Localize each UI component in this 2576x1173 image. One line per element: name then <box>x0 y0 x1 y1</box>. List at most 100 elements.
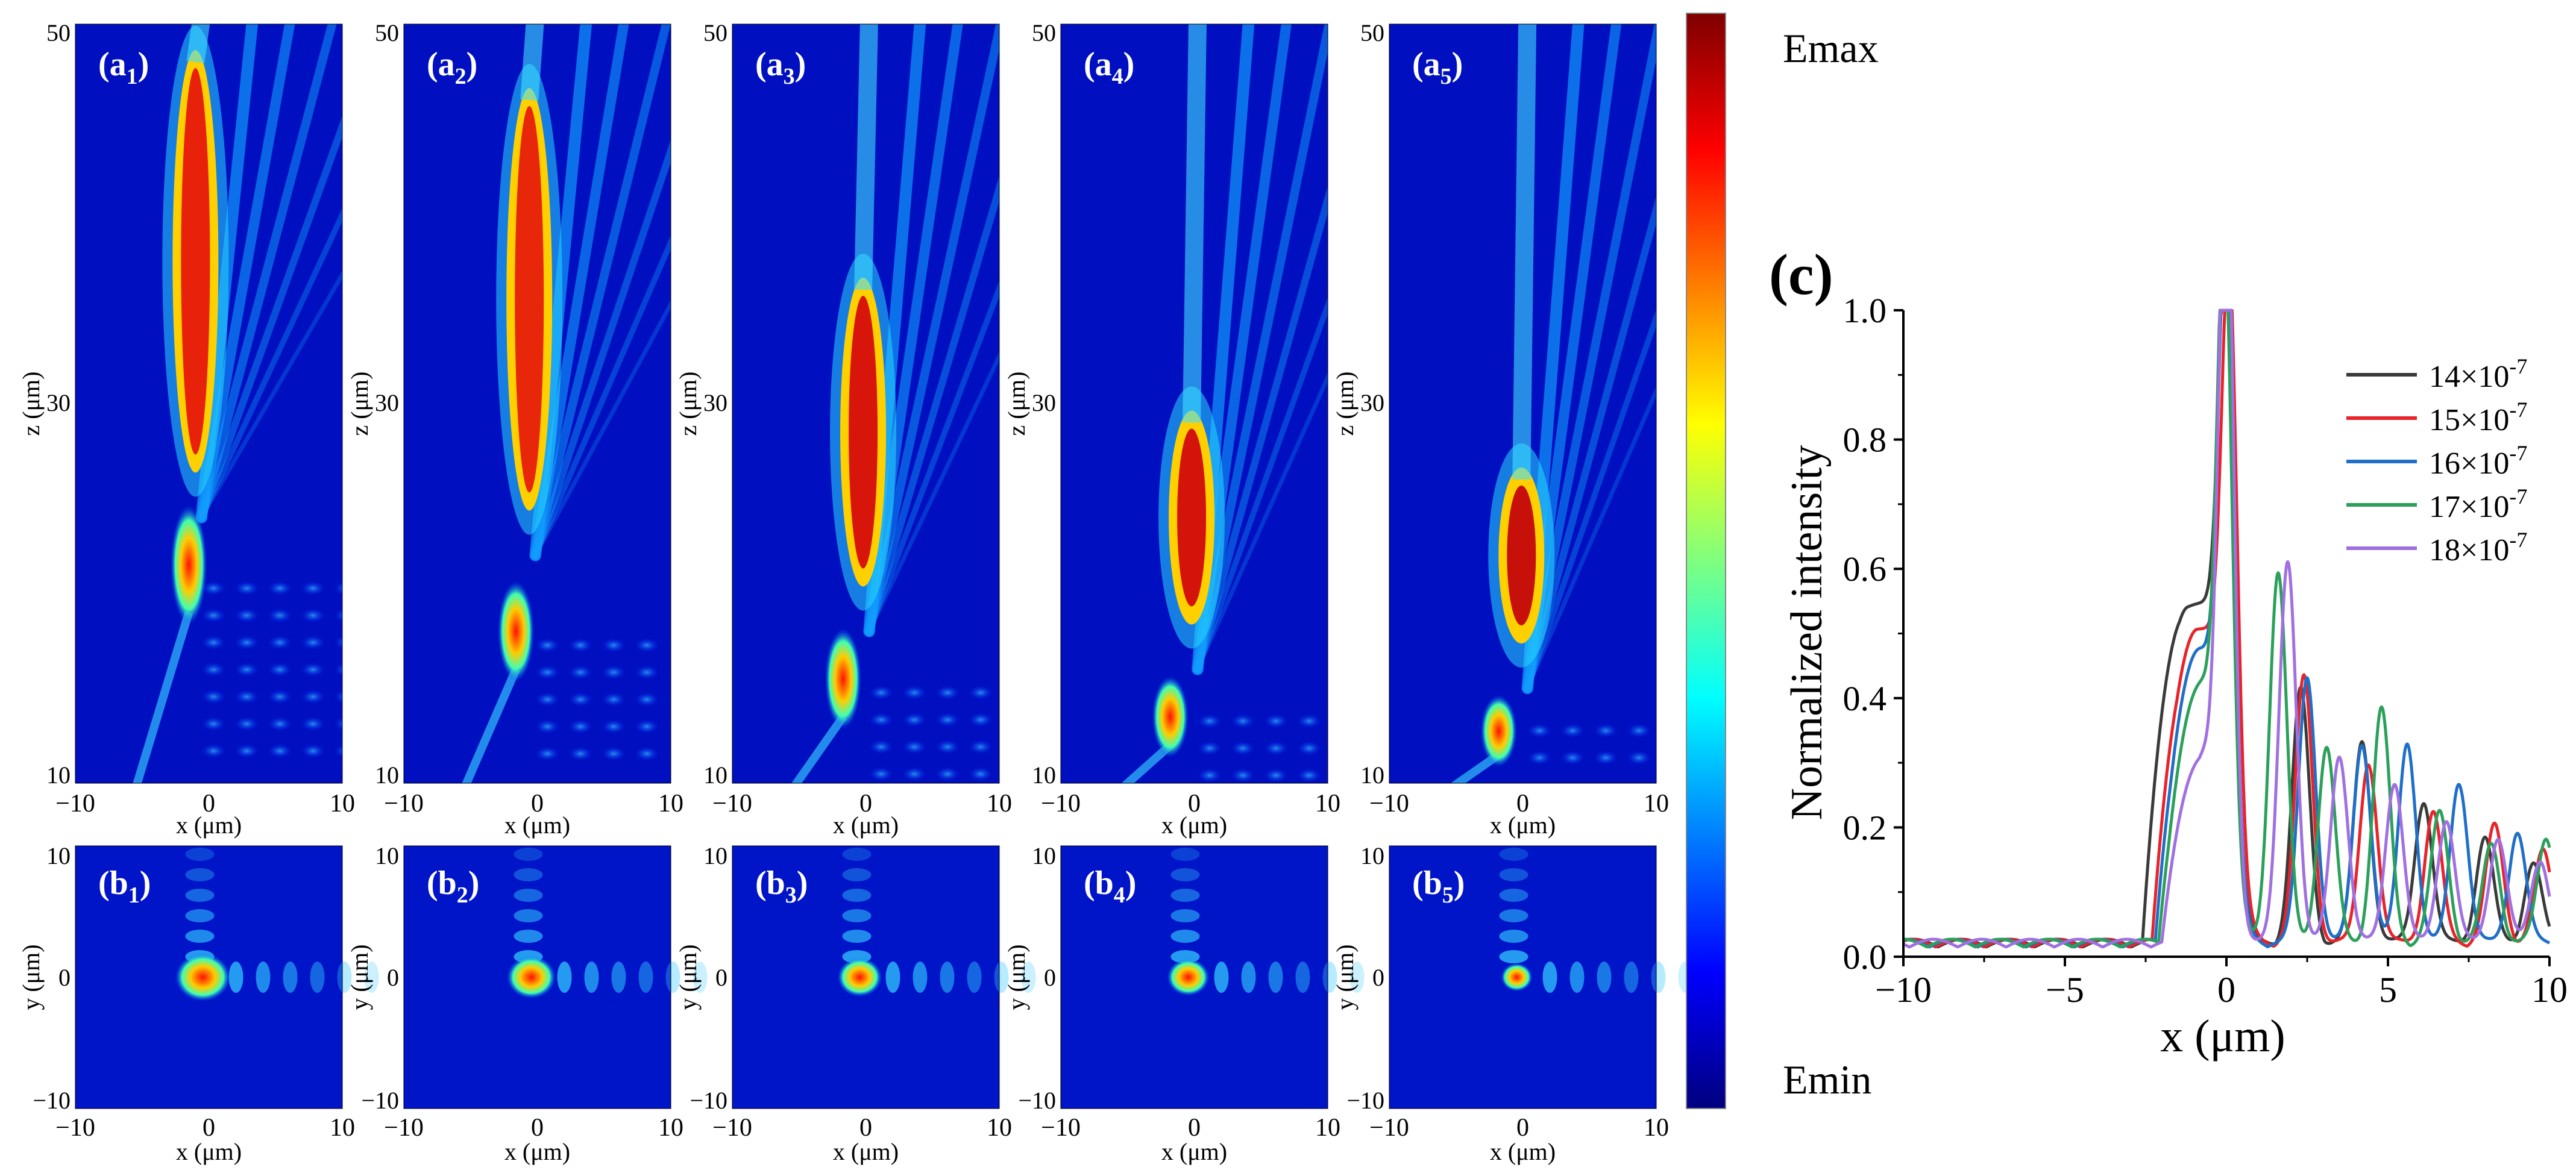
interference-spot <box>668 640 671 650</box>
y-axis-label: y (μm) <box>1331 944 1359 1010</box>
interference-spot <box>1660 724 1684 738</box>
y-tick-label: 0 <box>387 964 399 991</box>
x-axis-label: x (μm) <box>176 812 242 839</box>
x-tick-label: −10 <box>384 790 424 818</box>
y-tick-label: 0 <box>715 964 727 991</box>
y-tick-label: 0.6 <box>1843 549 1887 589</box>
interference-spot <box>301 716 325 731</box>
interference-spot <box>902 712 927 727</box>
x-tick-label: 10 <box>987 790 1012 818</box>
interference-spot <box>268 608 292 623</box>
panel-a-field <box>462 24 725 783</box>
y-tick-label: 50 <box>1360 19 1384 46</box>
y-axis-label: z (μm) <box>1003 372 1030 436</box>
secondary-focus <box>171 505 207 625</box>
interference-spot <box>1198 714 1222 728</box>
x-axis-label: x (μm) <box>1490 1138 1556 1165</box>
fringe-beam <box>530 24 671 560</box>
interference-spot <box>1002 713 1026 727</box>
x-tick-label: 0 <box>2217 970 2235 1010</box>
interference-spot <box>635 746 659 761</box>
x-axis-label: x (μm) <box>833 1138 899 1165</box>
interference-spot <box>568 746 593 761</box>
horizontal-lobe <box>1542 962 1557 993</box>
colorbar: Emax Emin <box>1686 13 1879 1109</box>
interference-spot <box>902 739 927 754</box>
y-axis-label: y (μm) <box>1003 944 1030 1010</box>
interference-spot <box>935 766 960 781</box>
x-tick-label: −10 <box>1369 790 1409 818</box>
vertical-lobe <box>185 909 215 922</box>
interference-spot <box>367 717 391 731</box>
y-tick-label: 10 <box>46 842 71 869</box>
vertical-lobe <box>1499 930 1528 943</box>
horizontal-lobe <box>584 962 599 993</box>
incident-beam <box>462 668 520 783</box>
y-tick-label: 10 <box>1360 762 1384 789</box>
y-tick-label: 0.2 <box>1843 808 1887 847</box>
interference-spot <box>1560 723 1585 738</box>
horizontal-lobe <box>1597 962 1612 993</box>
interference-spot <box>602 665 626 680</box>
interference-spot <box>568 665 593 680</box>
horizontal-lobe <box>665 962 680 993</box>
interference-spot <box>234 581 259 596</box>
main-focus-core <box>181 68 210 455</box>
interference-spot <box>535 746 560 761</box>
interference-spot <box>268 689 292 704</box>
central-peak <box>1167 959 1210 996</box>
vertical-lobe <box>514 930 543 943</box>
interference-spot <box>234 662 259 677</box>
x-tick-label: 10 <box>1315 790 1340 818</box>
secondary-focus <box>498 581 535 681</box>
vertical-lobe <box>842 848 872 861</box>
x-tick-label: 0 <box>203 1114 215 1142</box>
interference-spot <box>1231 768 1255 783</box>
panel-a-frame <box>1389 23 1657 784</box>
y-axis-label: y (μm) <box>346 944 373 1010</box>
x-tick-label: 0 <box>203 790 215 818</box>
horizontal-lobe <box>283 962 298 993</box>
interference-spot <box>535 719 560 734</box>
interference-spot <box>268 716 292 731</box>
x-tick-label: 10 <box>658 1114 683 1142</box>
panel-b: (b1) 10 0 −10−10 0 10 x (μm) y (μm) <box>17 842 379 1165</box>
horizontal-lobe <box>364 962 379 993</box>
colorbar-gradient <box>1686 13 1726 1109</box>
interference-spot <box>701 746 725 761</box>
fringe-beam <box>532 235 671 558</box>
y-tick-label: 0.4 <box>1843 679 1887 718</box>
interference-spot <box>301 608 325 623</box>
y-tick-label: 30 <box>1360 389 1384 416</box>
interference-spot <box>635 638 659 652</box>
focus-tail <box>1183 24 1207 423</box>
panel-a-frame <box>732 23 1000 784</box>
vertical-lobe <box>842 930 872 943</box>
x-tick-label: −10 <box>1041 1114 1081 1142</box>
interference-spot <box>301 662 325 677</box>
y-tick-label: 30 <box>1032 389 1056 416</box>
interference-spot <box>1330 741 1354 755</box>
interference-spot <box>935 739 960 754</box>
panel-b: (b5) 10 0 −10−10 0 10 x (μm) y (μm) <box>1331 842 1693 1165</box>
panel-b-frame <box>75 845 343 1109</box>
interference-spot <box>1231 741 1255 755</box>
x-tick-label: 0 <box>1516 790 1529 818</box>
interference-spot <box>668 695 671 704</box>
interference-spot <box>1627 750 1651 765</box>
interference-spot <box>301 581 325 596</box>
interference-spot <box>1264 714 1289 728</box>
vertical-lobe <box>514 868 543 881</box>
x-tick-label: 0 <box>531 790 544 818</box>
line-chart: (c) Normalized intensity x (μm) −10 −5 0 5 1… <box>1769 242 2568 1062</box>
y-tick-label: 50 <box>1032 19 1056 46</box>
central-peak <box>506 956 556 999</box>
interference-spot <box>1594 723 1618 738</box>
panel-b-label: (b4) <box>1084 865 1136 908</box>
central-peak <box>175 953 231 1001</box>
panel-a-label: (a4) <box>1084 46 1134 89</box>
y-tick-label: 10 <box>46 762 71 789</box>
interference-spot <box>969 712 993 727</box>
x-tick-label: −10 <box>55 1114 95 1142</box>
